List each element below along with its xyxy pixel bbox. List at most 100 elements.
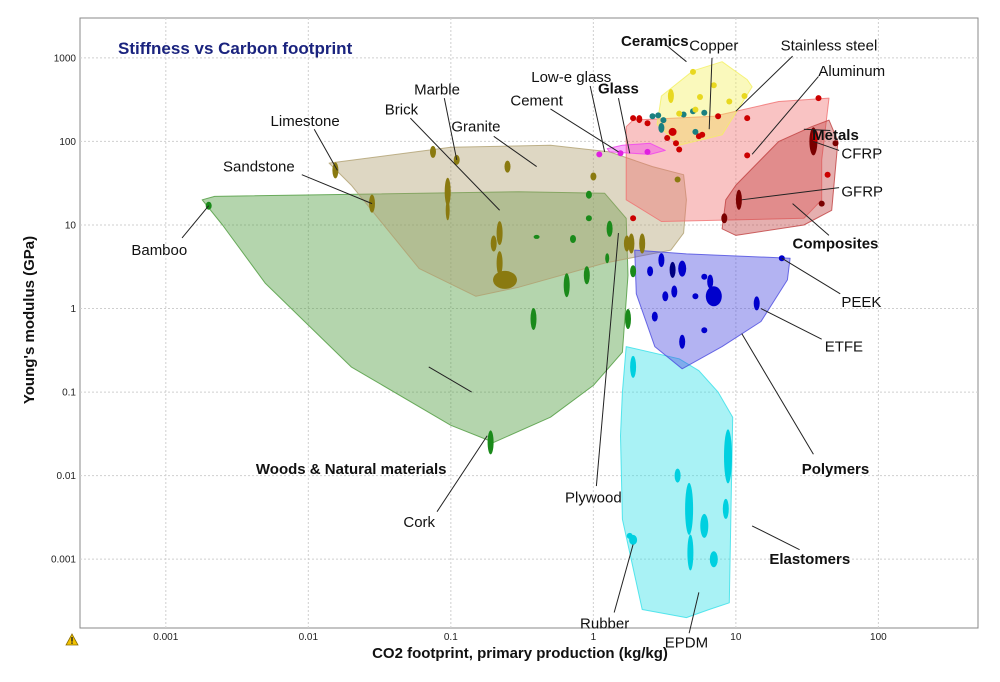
data-point	[673, 140, 679, 147]
leader-rubber	[613, 544, 634, 613]
data-point	[674, 468, 681, 483]
leader-cork	[436, 435, 488, 512]
data-point	[493, 270, 517, 289]
data-point	[674, 176, 681, 183]
data-point	[487, 430, 494, 455]
label-plywood: Plywood	[565, 489, 622, 506]
data-point	[678, 260, 687, 277]
x-tick-label: 0.01	[299, 632, 319, 643]
data-point	[709, 551, 718, 568]
y-tick-label: 10	[65, 220, 77, 231]
data-point	[630, 115, 637, 122]
leader-cement	[550, 108, 619, 153]
label-elastomers: Elastomers	[769, 551, 850, 568]
label-rubber: Rubber	[580, 615, 629, 632]
data-point	[744, 152, 751, 159]
data-point	[496, 221, 503, 246]
data-point	[444, 177, 451, 206]
data-point	[533, 234, 540, 239]
label-granite: Granite	[451, 119, 500, 136]
y-tick-label: 100	[59, 137, 76, 148]
data-point	[605, 253, 610, 264]
data-point	[596, 151, 603, 158]
data-point	[651, 311, 658, 322]
label-cement: Cement	[510, 92, 563, 109]
family-regions	[201, 61, 839, 619]
data-point	[744, 115, 751, 122]
x-tick-label: 0.1	[444, 632, 458, 643]
data-point	[701, 273, 708, 280]
label-gfrp: GFRP	[841, 184, 883, 201]
leader-granite	[493, 135, 537, 167]
data-point	[644, 120, 651, 127]
data-point	[679, 334, 686, 349]
data-point	[570, 235, 576, 243]
data-point	[697, 94, 703, 100]
leader-sandstone	[301, 174, 373, 205]
data-point	[662, 291, 669, 302]
leader-ceramics	[665, 43, 687, 63]
leader-copper	[708, 57, 713, 130]
leader-low-e-glass	[589, 85, 606, 152]
label-brick: Brick	[385, 102, 419, 119]
data-point	[625, 309, 631, 329]
leader-gfrp	[741, 187, 840, 201]
data-point	[636, 115, 643, 124]
data-point	[687, 534, 694, 571]
data-point	[692, 128, 699, 135]
label-etfe: ETFE	[825, 339, 863, 356]
data-point	[430, 145, 436, 158]
leader-composites	[792, 203, 830, 236]
data-point	[685, 482, 694, 535]
data-point	[676, 110, 683, 117]
data-point	[715, 113, 722, 120]
data-point	[628, 233, 635, 254]
data-point	[617, 150, 624, 157]
annotation-labels: Woods & Natural materials Polymers Elastom…	[131, 33, 885, 652]
label-low-e-glass: Low-e glass	[531, 69, 611, 86]
y-tick-labels: 0.001 0.01 0.1 1 10 100 1000	[51, 53, 76, 565]
data-point	[668, 127, 677, 136]
leader-cfrp	[813, 140, 840, 151]
region-metals	[625, 97, 830, 222]
leader-aluminum	[751, 76, 819, 155]
data-point	[590, 172, 597, 181]
label-peek: PEEK	[841, 294, 881, 311]
data-point	[710, 82, 717, 89]
leader-etfe	[760, 308, 822, 340]
label-cork: Cork	[403, 514, 435, 531]
data-point	[585, 190, 592, 199]
chart-title: Stiffness vs Carbon footprint	[118, 39, 353, 58]
x-tick-label: 100	[870, 632, 887, 643]
data-point	[671, 285, 678, 298]
data-point	[658, 253, 665, 268]
y-tick-label: 1	[70, 304, 76, 315]
data-point	[707, 274, 714, 289]
warning-icon[interactable]	[65, 633, 79, 646]
leader-glass	[617, 97, 631, 154]
y-tick-label: 1000	[54, 53, 77, 64]
x-tick-label: 0.001	[153, 632, 178, 643]
data-point	[741, 93, 748, 99]
data-point	[699, 131, 706, 138]
data-point	[667, 89, 674, 103]
label-metals: Metals	[812, 127, 859, 144]
data-point	[664, 135, 671, 141]
data-point	[660, 117, 667, 124]
data-point	[504, 160, 511, 173]
region-woods-and-natural-materials	[201, 191, 629, 443]
data-point	[445, 200, 450, 221]
data-point	[644, 148, 651, 155]
leader-polymers	[741, 333, 814, 455]
leader-peek	[781, 257, 841, 295]
data-point	[721, 213, 728, 224]
y-axis-title: Young's modulus (GPa)	[21, 236, 38, 404]
data-point	[332, 162, 339, 179]
y-tick-label: 0.001	[51, 555, 76, 566]
data-point	[812, 130, 819, 143]
region-stone	[328, 144, 687, 297]
leader-metals	[803, 128, 831, 132]
data-point	[690, 68, 696, 75]
data-point	[724, 429, 732, 484]
data-point	[705, 286, 722, 307]
